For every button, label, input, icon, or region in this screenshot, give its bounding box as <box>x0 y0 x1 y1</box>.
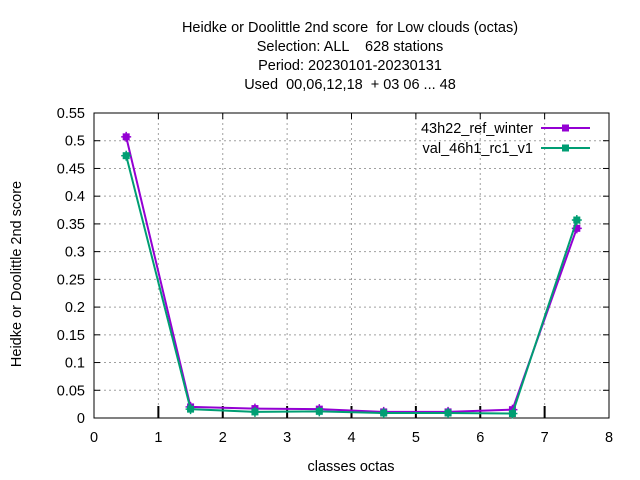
y-tick-label: 0.35 <box>57 217 85 233</box>
legend-marker <box>562 144 569 152</box>
x-axis-label: classes octas <box>307 459 394 475</box>
x-tick-label: 2 <box>219 430 227 446</box>
legend-label: val_46h1_rc1_v1 <box>423 141 533 157</box>
axis-ticks: 0 1 2 3 4 5 6 7 8 0 0.05 0.1 0.15 0.2 0.25 0.3 0.35 0.4 0.… <box>57 106 613 446</box>
series-line <box>125 136 578 413</box>
x-tick-label: 7 <box>541 430 549 446</box>
chart-title-line: Heidke or Doolittle 2nd score for Low cl… <box>181 20 519 36</box>
chart-subtitle-used: Used 00,06,12,18 + 03 06 ... 48 <box>244 77 456 93</box>
y-tick-label: 0.3 <box>65 245 85 261</box>
y-axis-label: Heidke or Doolittle 2nd score <box>9 181 25 367</box>
x-tick-label: 4 <box>347 430 355 446</box>
series-line <box>125 155 578 415</box>
x-tick-label: 5 <box>412 430 420 446</box>
legend-label: 43h22_ref_winter <box>421 121 533 137</box>
x-tick-label: 0 <box>90 430 98 446</box>
grid-lines <box>94 113 609 418</box>
y-tick-label: 0.5 <box>65 134 85 150</box>
legend: 43h22_ref_winter val_46h1_rc1_v1 <box>421 121 590 157</box>
y-tick-label: 0.15 <box>57 328 85 344</box>
chart-subtitle-period: Period: 20230101-20230131 <box>258 58 442 74</box>
series-group <box>121 131 582 419</box>
y-tick-label: 0.1 <box>65 356 85 372</box>
y-tick-label: 0.4 <box>65 189 85 205</box>
x-tick-label: 6 <box>476 430 484 446</box>
y-tick-label: 0.55 <box>57 106 85 122</box>
y-tick-label: 0.2 <box>65 300 85 316</box>
y-tick-label: 0.25 <box>57 272 85 288</box>
x-tick-label: 3 <box>283 430 291 446</box>
y-tick-label: 0.45 <box>57 161 85 177</box>
chart-subtitle-selection: Selection: ALL 628 stations <box>256 39 444 55</box>
legend-marker <box>562 124 569 132</box>
x-tick-label: 1 <box>154 430 162 446</box>
y-tick-label: 0.05 <box>57 383 85 399</box>
y-tick-label: 0 <box>77 411 85 427</box>
x-tick-label: 8 <box>605 430 613 446</box>
